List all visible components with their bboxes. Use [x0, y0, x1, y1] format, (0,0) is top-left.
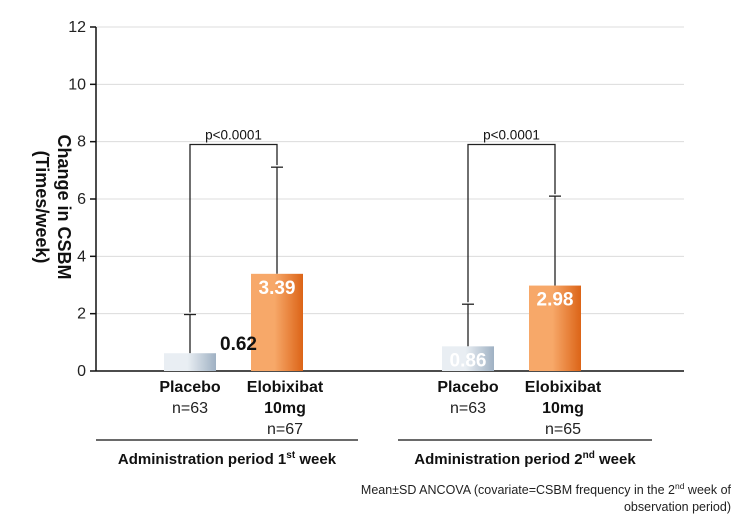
p-value-label-g2: p<0.0001 [483, 128, 540, 143]
category-n-placebo-g2: n=63 [450, 400, 486, 417]
category-name-placebo-g1: Placebo [159, 379, 221, 396]
category-name-placebo-g2: Placebo [437, 379, 499, 396]
category-name-elobixibat-g2: Elobixibat [525, 379, 602, 396]
significance-bracket-g1 [189, 143, 278, 313]
y-axis: 0 2 4 6 8 10 12 Change in CSBM(Times/week) [32, 19, 684, 380]
y-tick-label: 10 [68, 76, 86, 93]
category-n-elobixibat-g1: n=67 [267, 421, 303, 438]
y-tick-label: 2 [77, 306, 86, 323]
period-label-suffix: week [595, 451, 637, 468]
bar-elobixibat-g1 [251, 273, 303, 371]
bar-placebo-g2 [442, 346, 494, 371]
period-label-main: Administration period 2 [414, 451, 582, 468]
period-label-suffix: week [295, 451, 337, 468]
category-dose-elobixibat-g1: 10mg [264, 400, 306, 417]
category-n-placebo-g1: n=63 [172, 400, 208, 417]
period-label-sup: st [286, 450, 296, 461]
footnote-line1-b: week of [684, 483, 731, 497]
value-label-elobixibat-g1: 3.39 [259, 278, 296, 299]
p-value-label-g1: p<0.0001 [205, 128, 262, 143]
category-name-elobixibat-g1: Elobixibat [247, 379, 324, 396]
y-axis-label-line1: Change in CSBM [54, 134, 74, 279]
value-label-placebo-g1: 0.62 [220, 334, 257, 355]
y-tick-label: 4 [77, 248, 86, 265]
bars [164, 143, 581, 371]
period-label-g2: Administration period 2nd week [414, 450, 636, 468]
footnote-line1: Mean±SD ANCOVA (covariate=CSBM frequency… [361, 481, 732, 497]
y-axis-label: Change in CSBM(Times/week) [32, 134, 74, 279]
y-tick-label: 0 [77, 363, 86, 380]
period-label-sup: nd [583, 450, 595, 461]
category-dose-elobixibat-g2: 10mg [542, 400, 584, 417]
significance-bracket-g2 [467, 143, 556, 303]
value-label-elobixibat-g2: 2.98 [537, 290, 574, 311]
period-label-main: Administration period 1 [118, 451, 286, 468]
bar-placebo-g1 [164, 353, 216, 371]
y-axis-label-line2: (Times/week) [32, 151, 52, 264]
grid-lines [96, 26, 684, 315]
labels: 0.62 Placebo n=63 3.39 Elobixibat 10mg n=67 p<0… [96, 128, 732, 514]
footnote-line2: observation period) [624, 500, 731, 514]
category-n-elobixibat-g2: n=65 [545, 421, 581, 438]
y-tick-label: 12 [68, 19, 86, 36]
footnote-line1-sup: nd [675, 481, 685, 491]
y-tick-label: 6 [77, 191, 86, 208]
y-tick-label: 8 [77, 134, 86, 151]
footnote-line1-a: Mean±SD ANCOVA (covariate=CSBM frequency… [361, 483, 675, 497]
period-label-g1: Administration period 1st week [118, 450, 337, 468]
bar-elobixibat-g2 [529, 285, 581, 371]
value-label-placebo-g2: 0.86 [450, 350, 487, 371]
